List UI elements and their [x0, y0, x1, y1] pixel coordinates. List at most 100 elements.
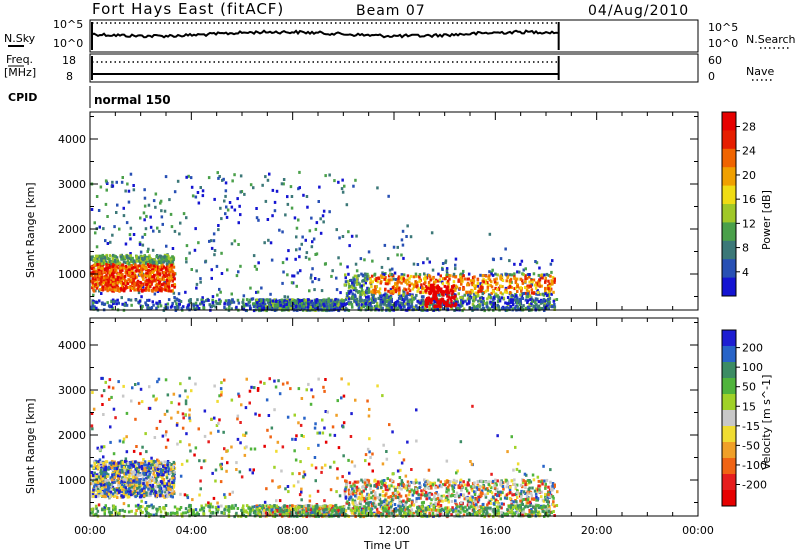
heatmap-cell — [145, 257, 149, 261]
heatmap-cell — [419, 301, 422, 305]
heatmap-cell — [402, 299, 406, 303]
colorbar-segment — [722, 167, 736, 187]
heatmap-cell — [172, 485, 175, 489]
heatmap-cell — [237, 394, 241, 398]
heatmap-cell — [143, 218, 146, 222]
heatmap-cell — [423, 307, 427, 310]
heatmap-cell — [112, 452, 116, 456]
heatmap-cell — [309, 306, 313, 309]
heatmap-cell — [550, 270, 553, 274]
heatmap-cell — [226, 268, 229, 272]
heatmap-cell — [339, 291, 342, 295]
heatmap-cell — [310, 463, 314, 467]
heatmap-cell — [272, 306, 275, 310]
heatmap-cell — [111, 282, 115, 286]
heatmap-cell — [506, 302, 509, 306]
heatmap-cell — [320, 307, 323, 311]
heatmap-cell — [433, 282, 436, 286]
heatmap-cell — [368, 450, 371, 454]
heatmap-cell — [143, 204, 147, 208]
heatmap-cell — [483, 302, 486, 305]
heatmap-cell — [380, 294, 384, 298]
heatmap-cell — [93, 268, 96, 272]
heatmap-cell — [304, 238, 307, 242]
heatmap-cell — [112, 300, 115, 304]
heatmap-cell — [277, 379, 280, 383]
heatmap-cell — [116, 298, 119, 302]
heatmap-cell — [315, 252, 319, 256]
heatmap-cell — [274, 385, 278, 389]
heatmap-cell — [453, 300, 456, 304]
heatmap-cell — [375, 304, 378, 308]
heatmap-cell — [530, 302, 533, 305]
heatmap-cell — [122, 289, 126, 293]
heatmap-cell — [95, 477, 98, 480]
heatmap-cell — [122, 492, 125, 496]
heatmap-cell — [389, 296, 392, 300]
heatmap-cell — [181, 412, 185, 416]
heatmap-cell — [510, 300, 513, 304]
heatmap-cell — [142, 261, 146, 265]
heatmap-cell — [520, 305, 523, 309]
heatmap-cell — [307, 298, 310, 302]
heatmap-cell — [92, 293, 95, 297]
heatmap-cell — [160, 476, 164, 480]
heatmap-cell — [202, 303, 205, 307]
heatmap-cell — [98, 274, 101, 278]
heatmap-cell — [379, 280, 383, 284]
heatmap-cell — [546, 496, 549, 500]
heatmap-cell — [298, 493, 302, 497]
heatmap-cell — [185, 216, 188, 220]
heatmap-cell — [220, 381, 223, 385]
heatmap-cell — [132, 479, 135, 483]
heatmap-cell — [173, 190, 177, 194]
heatmap-cell — [142, 478, 146, 482]
heatmap-cell — [143, 494, 146, 498]
heatmap-cell — [451, 296, 455, 299]
heatmap-cell — [524, 277, 527, 281]
heatmap-cell — [97, 503, 101, 507]
heatmap-cell — [548, 289, 552, 292]
heatmap-cell — [402, 256, 405, 260]
heatmap-cell — [467, 283, 471, 287]
heatmap-cell — [117, 483, 120, 487]
heatmap-cell — [524, 291, 527, 295]
heatmap-cell — [426, 286, 429, 290]
heatmap-cell — [400, 253, 403, 257]
heatmap-cell — [126, 495, 130, 499]
heatmap-cell — [116, 474, 120, 478]
heatmap-cell — [127, 262, 131, 266]
heatmap-cell — [131, 473, 134, 477]
heatmap-cell — [154, 267, 158, 271]
heatmap-cell — [424, 289, 427, 293]
heatmap-cell — [410, 304, 413, 308]
heatmap-cell — [367, 290, 371, 294]
heatmap-cell — [490, 272, 493, 276]
heatmap-cell — [427, 281, 431, 284]
heatmap-cell — [370, 305, 373, 309]
heatmap-cell — [91, 304, 94, 308]
colorbar-segment — [722, 130, 736, 150]
heatmap-cell — [496, 434, 499, 438]
heatmap-cell — [414, 281, 418, 285]
heatmap-cell — [139, 452, 142, 456]
heatmap-cell — [205, 299, 208, 303]
heatmap-cell — [300, 299, 304, 302]
heatmap-cell — [101, 288, 105, 292]
heatmap-cell — [119, 281, 123, 285]
heatmap-cell — [188, 419, 192, 423]
heatmap-cell — [436, 279, 440, 283]
heatmap-cell — [218, 287, 221, 291]
heatmap-cell — [406, 297, 409, 301]
heatmap-cell — [154, 205, 157, 209]
heatmap-cell — [284, 487, 287, 491]
heatmap-cell — [191, 498, 194, 502]
heatmap-cell — [237, 270, 240, 274]
heatmap-cell — [145, 463, 148, 467]
heatmap-cell — [459, 273, 462, 277]
heatmap-cell — [92, 301, 95, 305]
heatmap-cell — [146, 284, 149, 288]
heatmap-cell — [139, 387, 143, 391]
heatmap-cell — [391, 286, 395, 289]
heatmap-cell — [188, 251, 191, 255]
